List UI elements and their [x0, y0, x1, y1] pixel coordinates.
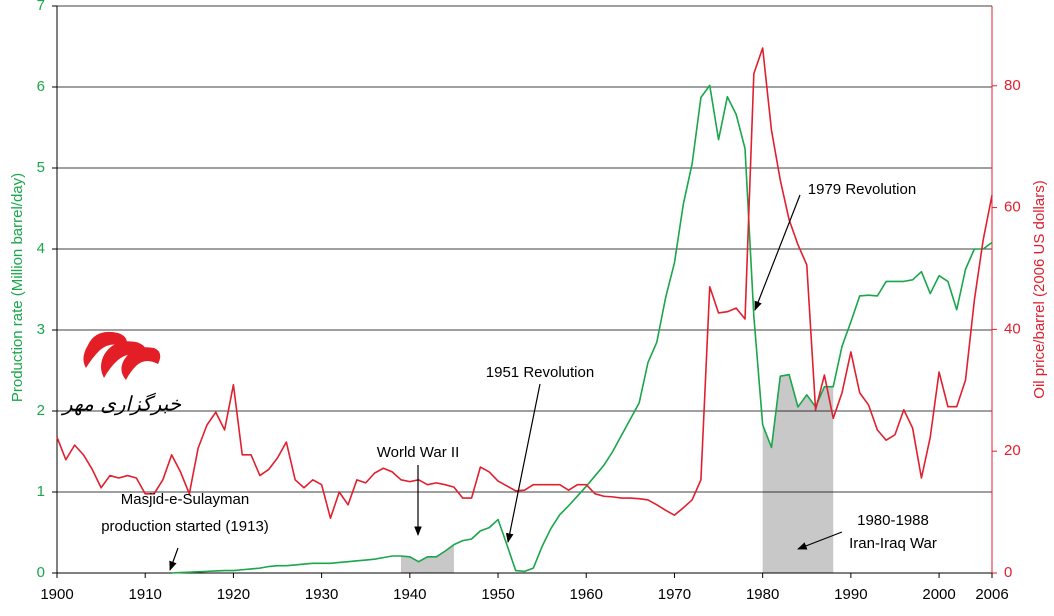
y-tick-label: 5	[37, 159, 45, 176]
y-tick-label: 6	[37, 78, 45, 95]
x-tick-label: 2000	[922, 586, 955, 603]
x-tick-label: 1950	[481, 586, 514, 603]
annotation: World War II	[377, 444, 460, 461]
y-tick-label: 2	[37, 402, 45, 419]
y-tick-label: 3	[37, 321, 45, 338]
y2-tick-label: 20	[1004, 442, 1021, 459]
x-tick-label: 1960	[570, 586, 603, 603]
y-tick-label: 4	[37, 240, 45, 257]
logo: خبرگزاری مهر	[60, 331, 182, 416]
annotation: Masjid-e-Sulayman	[121, 491, 249, 508]
x-tick-label: 1990	[834, 586, 867, 603]
shaded-span	[762, 374, 834, 573]
annotation: 1951 Revolution	[486, 364, 594, 381]
annotation: production started (1913)	[101, 518, 269, 535]
x-tick-label: 1910	[129, 586, 162, 603]
y-axis-label: Production rate (Million barrel/day)	[9, 173, 26, 402]
x-tick-label: 1970	[658, 586, 691, 603]
series-line	[56, 47, 993, 519]
annotation: 1980-1988	[857, 512, 929, 529]
annotation-arrow	[169, 547, 179, 571]
y-tick-label: 7	[37, 0, 45, 14]
x-tick-label: 1900	[40, 586, 73, 603]
shaded-span	[401, 544, 454, 573]
y2-tick-label: 60	[1004, 199, 1021, 216]
y-tick-label: 0	[37, 564, 45, 581]
annotation: Iran-Iraq War	[849, 535, 937, 552]
annotation-arrow	[754, 194, 801, 311]
x-tick-label: 1920	[217, 586, 250, 603]
y2-axis-label: Oil price/barrel (2006 US dollars)	[1031, 180, 1048, 398]
annotation-arrow	[797, 531, 843, 550]
annotation: 1979 Revolution	[808, 181, 916, 198]
x-tick-label: 1980	[746, 586, 779, 603]
logo-text: خبرگزاری مهر	[60, 392, 182, 416]
annotation-arrow	[505, 383, 541, 543]
y-tick-label: 1	[37, 483, 45, 500]
x-tick-label: 1940	[393, 586, 426, 603]
x-tick-label: 2006	[975, 586, 1008, 603]
y2-tick-label: 0	[1004, 564, 1012, 581]
y2-tick-label: 40	[1004, 320, 1021, 337]
y2-tick-label: 80	[1004, 77, 1021, 94]
series-line	[171, 84, 993, 574]
x-tick-label: 1930	[305, 586, 338, 603]
